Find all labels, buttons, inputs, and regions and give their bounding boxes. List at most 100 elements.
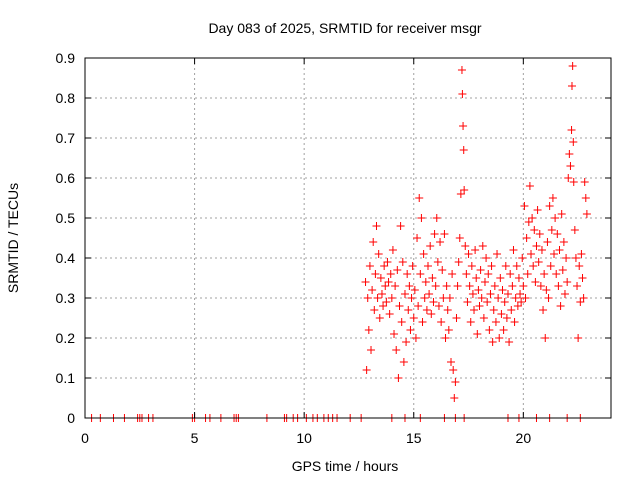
data-point [523,270,532,278]
data-points [87,62,591,422]
data-point [396,222,405,230]
data-point [575,262,584,270]
data-point [509,246,518,254]
y-tick-label: 0 [67,410,75,426]
data-point [485,326,494,334]
data-point [536,282,545,290]
data-point [454,258,463,266]
data-point [382,298,391,306]
data-point [466,318,475,326]
data-point [367,346,376,354]
data-point [461,242,470,250]
data-point [418,318,427,326]
data-point [426,242,435,250]
data-point [409,314,418,322]
data-point [432,214,441,222]
data-point [535,230,544,238]
y-tick-label: 0.9 [56,50,76,66]
data-point [524,218,533,226]
data-point [477,294,486,302]
data-point [387,294,396,302]
data-point [445,294,454,302]
data-point [570,226,579,234]
data-point [476,266,485,274]
data-point [431,282,440,290]
data-point [375,314,384,322]
data-point [517,298,526,306]
data-point [555,246,564,254]
data-point [498,286,507,294]
y-tick-label: 0.1 [56,370,76,386]
data-point [496,274,505,282]
data-point [576,298,585,306]
data-point [429,298,438,306]
data-point [499,326,508,334]
data-point [415,194,424,202]
y-tick-label: 0.2 [56,330,76,346]
data-point [370,306,379,314]
data-point [472,274,481,282]
data-point [487,262,496,270]
data-point [419,250,428,258]
data-point [493,250,502,258]
data-point [567,82,576,90]
data-point [574,334,583,342]
data-point [566,162,575,170]
data-point [578,274,587,282]
data-point [539,306,548,314]
data-point [564,174,573,182]
data-point [383,258,392,266]
data-point [453,282,462,290]
data-point [420,294,429,302]
data-point [395,302,404,310]
data-point [508,282,517,290]
data-point [507,306,516,314]
data-point [534,258,543,266]
data-point [400,290,409,298]
data-point [579,294,588,302]
data-point [460,186,469,194]
data-point [503,290,512,298]
data-point [540,270,549,278]
data-point [559,238,568,246]
data-point [462,270,471,278]
data-point [442,282,451,290]
data-point [391,282,400,290]
data-point [531,278,540,286]
data-point [511,294,520,302]
data-point [581,194,590,202]
data-point [542,286,551,294]
data-point [458,90,467,98]
data-point [553,230,562,238]
data-point [440,230,449,238]
data-point [519,282,528,290]
data-point [468,290,477,298]
data-point [404,306,413,314]
data-point [554,282,563,290]
y-tick-label: 0.8 [56,90,76,106]
y-tick-label: 0.4 [56,250,76,266]
data-point [398,258,407,266]
data-point [506,270,515,278]
data-point [428,274,437,282]
data-point [411,334,420,342]
y-axis-label: SRMTID / TECUs [5,183,21,293]
data-point [483,298,492,306]
chart-title: Day 083 of 2025, SRMTID for receiver msg… [208,20,481,36]
data-point [365,262,374,270]
data-point [470,306,479,314]
data-point [563,278,572,286]
data-point [397,318,406,326]
data-point [437,318,446,326]
data-point [410,286,419,294]
data-point [488,338,497,346]
data-point [361,278,370,286]
data-point [450,394,459,402]
data-point [362,366,371,374]
data-point [482,254,491,262]
data-point [430,230,439,238]
data-point [465,282,474,290]
data-point [364,326,373,334]
data-point [565,150,574,158]
data-point [500,298,509,306]
